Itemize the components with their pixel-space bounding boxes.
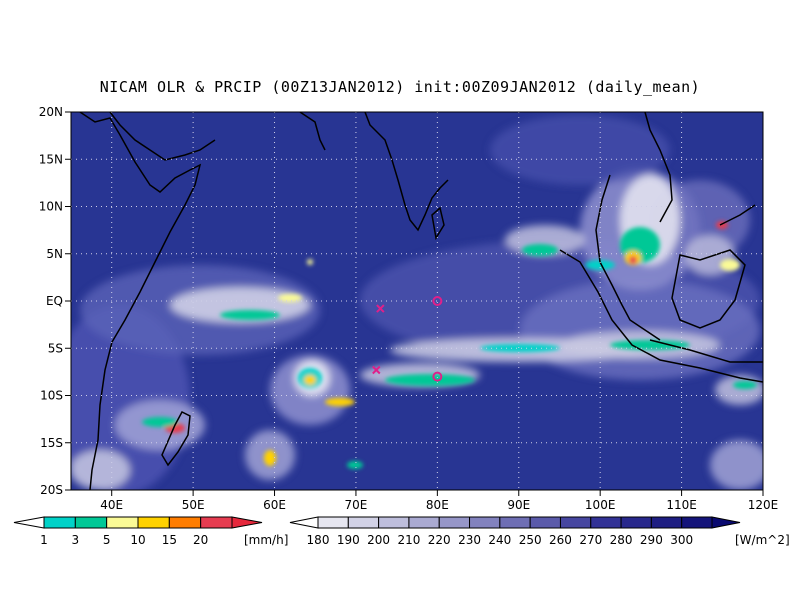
track-markers: [372, 296, 443, 382]
colorbar-label: 5: [103, 533, 111, 547]
lon-tick-label: 100E: [585, 498, 616, 512]
lon-tick-label: 40E: [100, 498, 123, 512]
colorbar-label: 290: [640, 533, 663, 547]
colorbar-label: 220: [428, 533, 451, 547]
precip-colorbar: 1 3 5 10 15 20 [mm/h]: [13, 516, 288, 547]
colorbar-under-arrow: [13, 516, 45, 529]
olr-colorbar: 180 190 200 210 220 230 240 250 260 270 280 290 300 […: [289, 516, 790, 547]
colorbar-label: 260: [549, 533, 572, 547]
colorbar-label: 190: [337, 533, 360, 547]
colorbar-segment: [408, 516, 440, 529]
lon-tick-label: 80E: [426, 498, 449, 512]
marker-circle: [432, 371, 443, 382]
lat-tick-label: 10N: [39, 200, 63, 214]
marker-cross: [376, 304, 385, 313]
colorbar-segment: [317, 516, 349, 529]
colorbar-unit: [W/m^2]: [735, 533, 790, 547]
colorbar-label: 180: [307, 533, 330, 547]
colorbar-label: 300: [670, 533, 693, 547]
colorbar-label: 10: [130, 533, 145, 547]
grid-lines: [71, 112, 763, 490]
colorbar-label: 20: [193, 533, 208, 547]
colorbar-segment: [620, 516, 652, 529]
colorbar-segment: [200, 516, 233, 529]
lat-tick-label: EQ: [46, 294, 63, 308]
lat-tick-label: 15S: [40, 436, 63, 450]
marker-cross: [372, 365, 381, 375]
colorbar-label: 240: [488, 533, 511, 547]
colorbar-segment: [43, 516, 76, 529]
lon-tick-label: 120E: [748, 498, 779, 512]
lat-tick-label: 20S: [40, 483, 63, 497]
colorbar-segment: [438, 516, 471, 529]
colorbar-segment: [378, 516, 410, 529]
colorbar-over-arrow: [711, 516, 741, 529]
map-title: NICAM OLR & PRCIP (00Z13JAN2012) init:00…: [99, 78, 701, 96]
colorbar-label: 250: [519, 533, 542, 547]
marker-circle: [432, 296, 443, 306]
colorbar-segment: [590, 516, 622, 529]
colorbar-label: 200: [367, 533, 390, 547]
lat-tick-label: 20N: [39, 105, 63, 119]
lon-tick-label: 70E: [345, 498, 368, 512]
lat-tick-label: 5S: [48, 341, 63, 355]
colorbar-label: 270: [579, 533, 602, 547]
lon-tick-label: 90E: [507, 498, 530, 512]
lat-tick-label: 10S: [40, 389, 63, 403]
colorbar-segment: [137, 516, 170, 529]
lon-tick-label: 50E: [182, 498, 205, 512]
colorbar-segment: [469, 516, 501, 529]
colorbar-segment: [529, 516, 561, 529]
colorbar-segment: [650, 516, 683, 529]
colorbar-unit: [mm/h]: [244, 533, 288, 547]
colorbar-segment: [106, 516, 139, 529]
colorbar-segment: [168, 516, 202, 529]
colorbar-label: 230: [458, 533, 481, 547]
lon-tick-label: 60E: [263, 498, 286, 512]
coastlines: [79, 112, 763, 490]
axis-ticks: [65, 111, 764, 496]
colorbar-segment: [499, 516, 531, 529]
lon-tick-label: 110E: [666, 498, 697, 512]
colorbar-label: 280: [610, 533, 633, 547]
precipitation-field: [142, 221, 757, 469]
colorbar-segment: [681, 516, 713, 529]
colorbar-segment: [559, 516, 592, 529]
colorbar-label: 15: [162, 533, 177, 547]
colorbar-segment: [347, 516, 380, 529]
lat-tick-label: 15N: [39, 152, 63, 166]
olr-cloud-field: [71, 115, 763, 490]
colorbar-label: 210: [397, 533, 420, 547]
axis-labels: 20N 15N 10N 5N EQ 5S 10S 15S 20S 40E 50E 60E 70E 80E 9…: [39, 105, 779, 512]
colorbar-label: 3: [72, 533, 80, 547]
lat-tick-label: 5N: [46, 247, 63, 261]
colorbar-under-arrow: [289, 516, 319, 529]
colorbar-segment: [74, 516, 108, 529]
colorbar-label: 1: [40, 533, 48, 547]
colorbar-over-arrow: [231, 516, 263, 529]
